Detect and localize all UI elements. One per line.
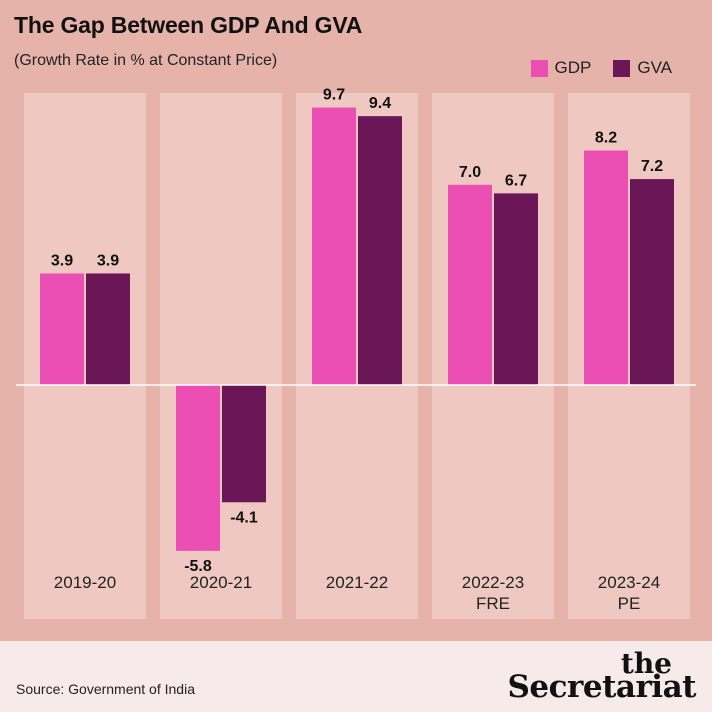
footer: Source: Government of India the Secretar…	[0, 641, 712, 712]
legend-item-gva: GVA	[613, 58, 672, 78]
category-label: PE	[618, 594, 641, 613]
source-text: Source: Government of India	[16, 681, 195, 697]
legend: GDP GVA	[509, 58, 672, 78]
data-label: 7.0	[459, 164, 481, 181]
brand-logo-name: Secretariat	[507, 669, 697, 705]
chart-title: The Gap Between GDP And GVA	[14, 12, 363, 38]
category-label: 2021-22	[326, 573, 388, 592]
data-label: 3.9	[51, 252, 73, 269]
data-label: 6.7	[505, 172, 527, 189]
legend-label-gdp: GDP	[554, 58, 592, 77]
data-label: 7.2	[641, 158, 663, 175]
bar-chart: 3.9 -5.8 9.7 7.0 8.2 3.9 -4.1 9.4 6.7 7.2 2019-20 2…	[16, 87, 696, 619]
data-label: 8.2	[595, 129, 617, 146]
bar-gva	[494, 193, 538, 385]
legend-swatch-gva	[613, 59, 631, 77]
data-label: 9.7	[323, 87, 345, 104]
category-label: 2022-23	[462, 573, 524, 592]
legend-label-gva: GVA	[637, 58, 672, 77]
bar-gva	[222, 385, 266, 503]
bar-gdp	[584, 150, 628, 385]
legend-item-gdp: GDP	[530, 58, 592, 78]
bar-gva	[86, 273, 130, 385]
chart-subtitle: (Growth Rate in % at Constant Price)	[14, 52, 278, 69]
data-label: -4.1	[230, 509, 258, 526]
category-label: 2020-21	[190, 573, 252, 592]
bar-gdp	[312, 107, 356, 385]
bar-gdp	[448, 184, 492, 385]
bar-gva	[630, 179, 674, 385]
category-label: 2023-24	[598, 573, 660, 592]
legend-swatch-gdp	[530, 59, 548, 77]
bar-gdp	[176, 385, 220, 551]
bar-gva	[358, 116, 402, 385]
data-label: 3.9	[97, 252, 119, 269]
category-label: FRE	[476, 594, 510, 613]
data-label: -5.8	[184, 558, 212, 575]
bar-gdp	[40, 273, 84, 385]
category-label: 2019-20	[54, 573, 116, 592]
data-label: 9.4	[369, 95, 391, 112]
brand-logo-the: the	[620, 647, 672, 680]
